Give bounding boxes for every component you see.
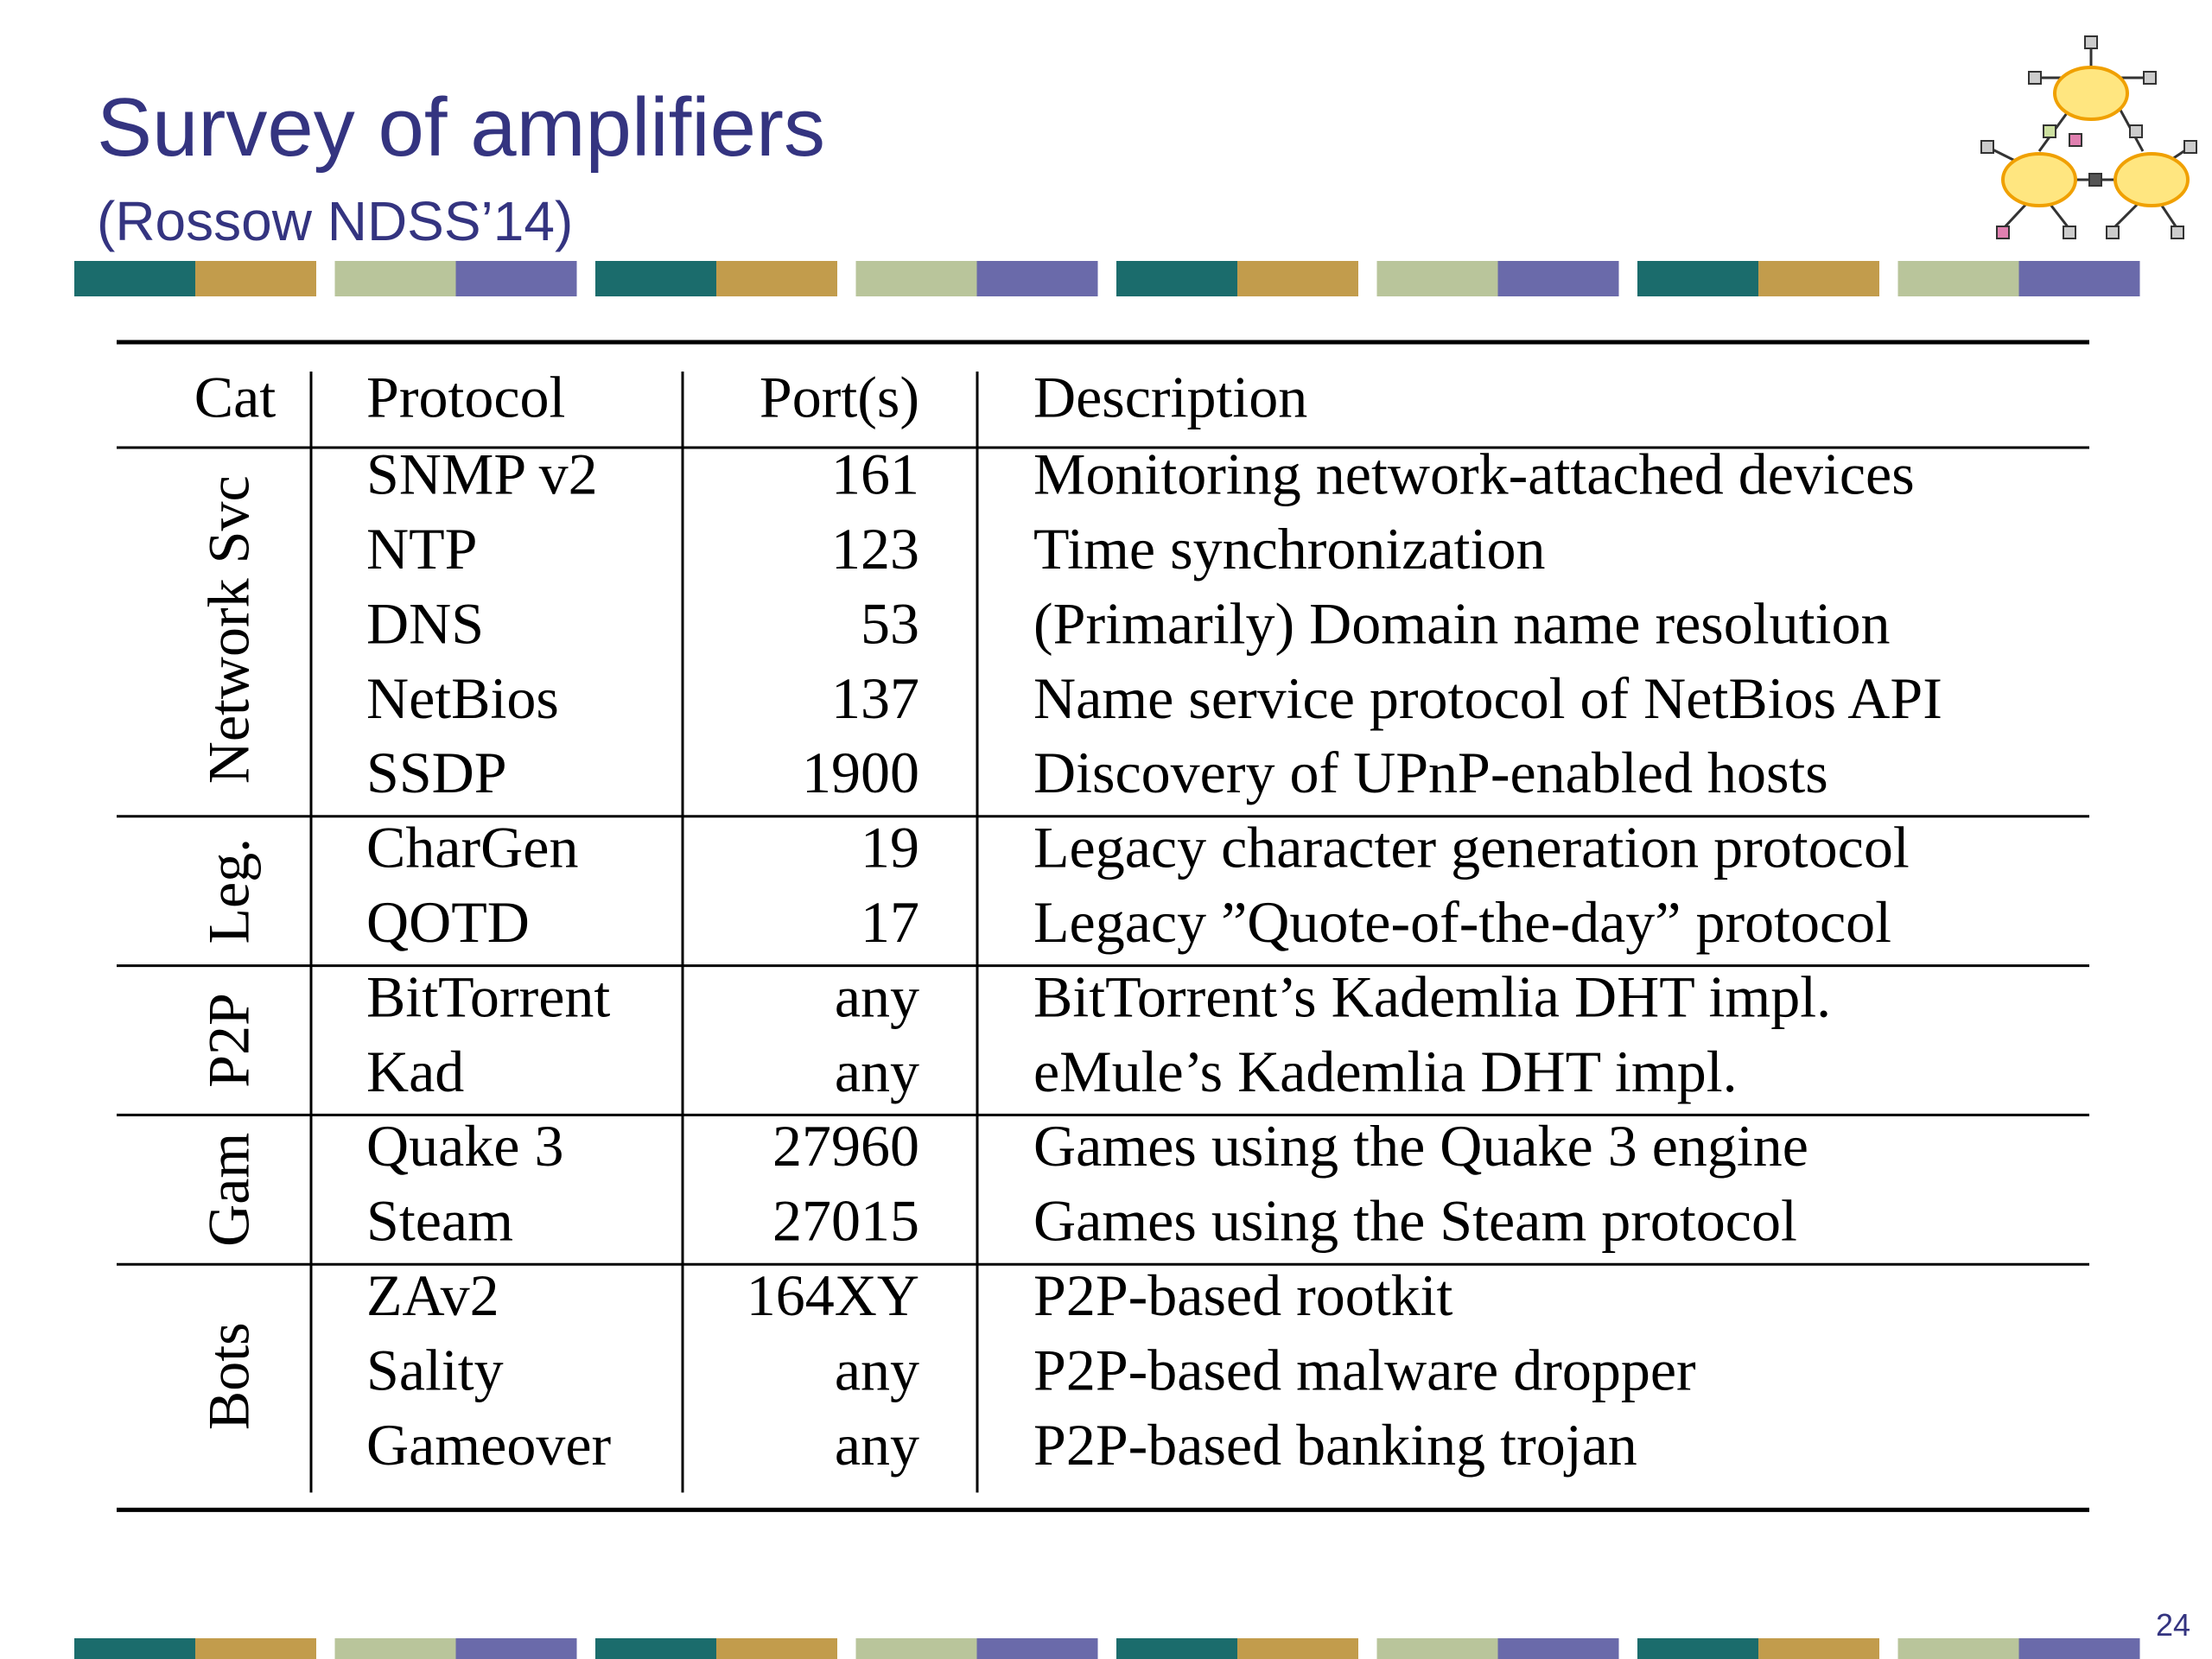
column-header: Description <box>1033 365 1307 430</box>
bar-segment <box>334 261 456 296</box>
cell: BitTorrent <box>366 963 610 1029</box>
bar-segment <box>1376 1638 1498 1659</box>
column-header: Cat <box>194 365 276 430</box>
cell: Time synchronization <box>1033 516 1545 582</box>
bar-segment <box>2018 1638 2140 1659</box>
cell: NTP <box>366 516 477 582</box>
cell: P2P-based malware dropper <box>1033 1337 1696 1402</box>
cell: any <box>835 1412 919 1478</box>
cell: any <box>835 963 919 1029</box>
cell: Legacy ”Quote-of-the-day” protocol <box>1033 889 1891 955</box>
cell: NetBios <box>366 665 559 731</box>
cell: P2P-based rootkit <box>1033 1262 1453 1328</box>
cell: 1900 <box>802 740 919 805</box>
cell: CharGen <box>366 815 578 880</box>
cell: 161 <box>831 442 919 507</box>
cell: Steam <box>366 1188 513 1254</box>
bar-segment <box>195 261 316 296</box>
bar-segment <box>455 1638 577 1659</box>
cell: Sality <box>366 1337 504 1402</box>
cell: P2P-based banking trojan <box>1033 1412 1637 1478</box>
cell: any <box>835 1039 919 1104</box>
cell: 123 <box>831 516 919 582</box>
bar-segment <box>595 261 716 296</box>
table: Cat Protocol Port(s) Description SNMP v2 161 M… <box>117 340 2089 1512</box>
bar-segment <box>855 261 977 296</box>
cell: 27015 <box>772 1188 919 1254</box>
category-label: Network Svc <box>196 475 262 784</box>
bar-segment <box>1637 1638 1758 1659</box>
bar-segment <box>74 1638 195 1659</box>
slide-subtitle: (Rossow NDSS’14) <box>97 190 573 252</box>
bar-segment <box>1116 261 1237 296</box>
bar-segment <box>855 1638 977 1659</box>
bar-segment <box>1497 1638 1619 1659</box>
cell: Legacy character generation protocol <box>1033 815 1910 880</box>
cell: 17 <box>861 889 919 955</box>
category-label: P2P <box>196 993 262 1088</box>
cell: SSDP <box>366 740 507 805</box>
cell: Discovery of UPnP-enabled hosts <box>1033 740 1828 805</box>
decor-bars <box>74 261 2140 1659</box>
category-label: Gam <box>196 1133 262 1247</box>
bar-segment <box>976 1638 1098 1659</box>
cell: Games using the Steam protocol <box>1033 1188 1797 1254</box>
cell: Games using the Quake 3 engine <box>1033 1113 1808 1179</box>
cell: QOTD <box>366 889 530 955</box>
bar-segment <box>455 261 577 296</box>
cell: 27960 <box>772 1113 919 1179</box>
slide-title: Survey of amplifiers <box>97 81 825 174</box>
bar-segment <box>1637 261 1758 296</box>
cell: BitTorrent’s Kademlia DHT impl. <box>1033 963 1831 1029</box>
cell: 19 <box>861 815 919 880</box>
bar-segment <box>1897 261 2019 296</box>
cell: DNS <box>366 590 484 656</box>
cell: (Primarily) Domain name resolution <box>1033 590 1890 656</box>
bar-segment <box>1376 261 1498 296</box>
cell: Quake 3 <box>366 1113 563 1179</box>
logo <box>1980 35 2197 239</box>
cell: ZAv2 <box>366 1262 499 1328</box>
cell: 137 <box>831 665 919 731</box>
bar-segment <box>1497 261 1619 296</box>
cell: SNMP v2 <box>366 442 598 507</box>
cell: 164XY <box>747 1262 919 1328</box>
bar-segment <box>976 261 1098 296</box>
cell: Monitoring network-attached devices <box>1033 442 1915 507</box>
cell: eMule’s Kademlia DHT impl. <box>1033 1039 1738 1104</box>
bar-segment <box>1116 1638 1237 1659</box>
bar-segment <box>74 261 195 296</box>
cell: Gameover <box>366 1412 612 1478</box>
cell: 53 <box>861 590 919 656</box>
column-header: Protocol <box>366 365 565 430</box>
page-number: 24 <box>2156 1607 2190 1643</box>
bar-segment <box>595 1638 716 1659</box>
bar-segment <box>1897 1638 2019 1659</box>
bar-segment <box>1237 261 1358 296</box>
cell: any <box>835 1337 919 1402</box>
bar-segment <box>716 261 837 296</box>
bar-segment <box>334 1638 456 1659</box>
category-label: Bots <box>196 1322 262 1430</box>
bar-segment <box>2018 261 2140 296</box>
cell: Kad <box>366 1039 464 1104</box>
bar-segment <box>716 1638 837 1659</box>
column-header: Port(s) <box>760 365 919 430</box>
bar-segment <box>1237 1638 1358 1659</box>
cell: Name service protocol of NetBios API <box>1033 665 1942 731</box>
category-label: Leg. <box>196 838 262 944</box>
bar-segment <box>195 1638 316 1659</box>
bar-segment <box>1758 1638 1879 1659</box>
bar-segment <box>1758 261 1879 296</box>
